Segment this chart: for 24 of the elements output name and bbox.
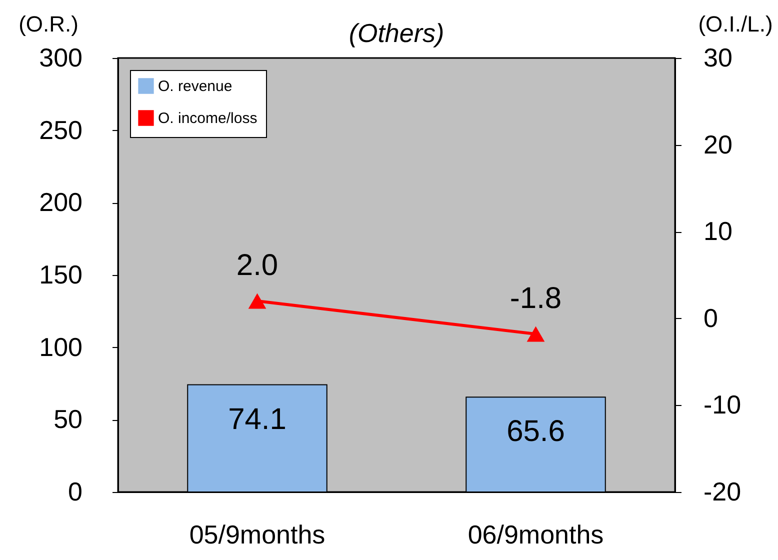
- y-tick-label: 150: [39, 260, 82, 290]
- y2-tick-label: -20: [704, 476, 742, 506]
- legend-label: O. revenue: [158, 78, 232, 95]
- y2-tick-label: 30: [704, 42, 732, 72]
- y-tick-label: 0: [68, 476, 82, 506]
- chart-title: (Others): [348, 18, 444, 48]
- y-tick-label: 200: [39, 187, 82, 218]
- x-tick-label: 06/9months: [468, 520, 604, 550]
- y-tick-label: 100: [39, 332, 82, 362]
- data-label: 65.6: [506, 415, 565, 448]
- data-label: 2.0: [236, 249, 278, 282]
- y2-tick-label: 10: [704, 216, 732, 246]
- y2-tick-label: 0: [704, 302, 718, 333]
- y2-tick-label: 20: [704, 129, 732, 160]
- data-label: 74.1: [228, 402, 286, 436]
- y2-axis-title: (O.I./L.): [698, 12, 773, 36]
- x-tick-label: 05/9months: [189, 520, 326, 550]
- y-axis-title: (O.R.): [18, 12, 78, 36]
- y-tick-label: 300: [39, 42, 82, 72]
- y2-tick-label: -10: [704, 390, 742, 420]
- y-tick-label: 50: [54, 404, 82, 434]
- legend-label: O. income/loss: [158, 110, 258, 127]
- data-label: -1.8: [510, 282, 562, 316]
- y-tick-label: 250: [39, 114, 82, 145]
